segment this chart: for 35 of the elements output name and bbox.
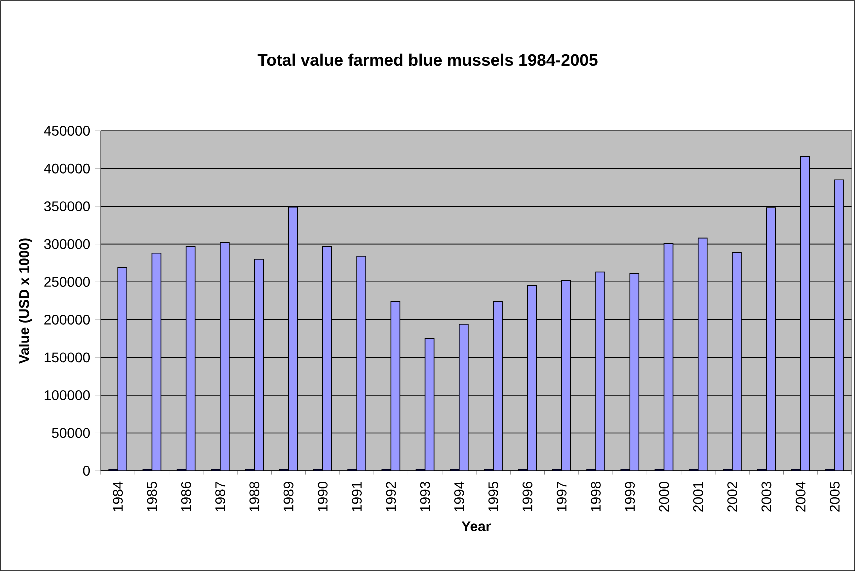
x-tick-label: 1987 — [216, 482, 226, 512]
y-tick-label: 300000 — [44, 239, 90, 250]
y-tick-label: 200000 — [44, 314, 90, 325]
y-tick-label: 250000 — [44, 277, 90, 288]
y-tick-label: 0 — [83, 466, 90, 476]
y-tick-label: 150000 — [44, 352, 90, 363]
x-axis-title: Year — [462, 522, 492, 532]
x-tick-label: 2002 — [728, 482, 738, 512]
x-tick-label: 1985 — [147, 482, 158, 512]
x-tick-label: 1996 — [522, 482, 533, 512]
x-tick-label: 2004 — [796, 482, 806, 512]
x-tick-label: 1997 — [556, 482, 567, 512]
x-tick-label: 2001 — [693, 482, 704, 512]
y-tick-label: 450000 — [44, 126, 90, 136]
x-tick-label: 1994 — [454, 482, 464, 512]
x-tick-label: 1992 — [386, 482, 396, 512]
x-tick-label: 1989 — [284, 482, 294, 512]
x-tick-label: 2003 — [762, 482, 772, 512]
x-tick-label: 1993 — [420, 482, 430, 512]
y-axis-title: Value (USD x 1000) — [19, 238, 32, 364]
x-tick-label: 1991 — [352, 482, 362, 512]
x-tick-label: 1988 — [250, 482, 260, 512]
y-tick-label: 400000 — [44, 164, 90, 174]
y-tick-label: 100000 — [44, 390, 90, 400]
x-tick-label: 2005 — [830, 482, 840, 512]
x-tick-label: 1995 — [488, 482, 499, 512]
x-tick-label: 1999 — [625, 482, 636, 512]
x-tick-label: 1986 — [181, 482, 192, 512]
chart-title: Total value farmed blue mussels 1984-2005 — [258, 54, 598, 66]
x-tick-label: 1984 — [113, 482, 124, 512]
y-tick-label: 50000 — [52, 428, 90, 438]
y-tick-label: 350000 — [44, 202, 90, 212]
x-tick-label: 2000 — [659, 482, 670, 512]
x-tick-label: 1998 — [591, 482, 601, 512]
x-tick-label: 1990 — [318, 482, 328, 512]
